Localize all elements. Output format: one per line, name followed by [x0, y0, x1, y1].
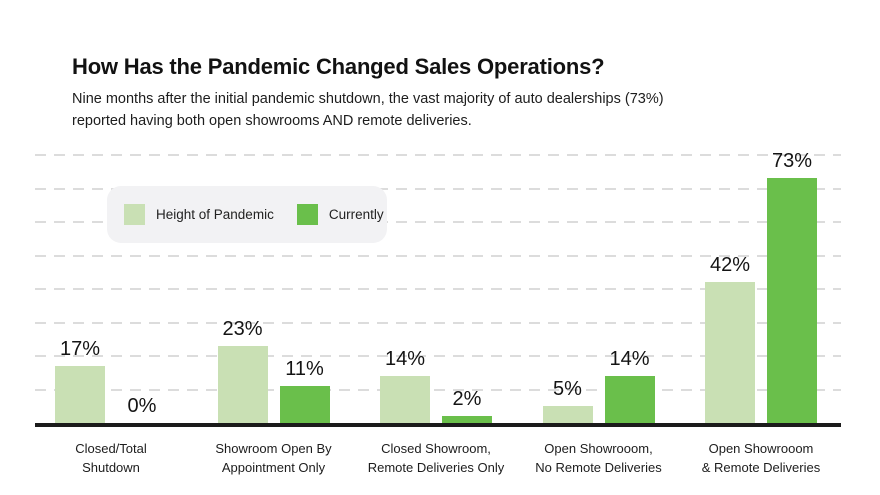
bar-value-label: 14% [384, 348, 426, 370]
category-label-slot: Closed/Total Shutdown [55, 439, 167, 479]
bar-value-label: 0% [127, 395, 157, 417]
category-labels: Closed/Total Shutdown Showroom Open By Ap… [35, 439, 841, 479]
gridline-10pct [35, 388, 841, 391]
bar-column-currently: 11% [279, 358, 330, 423]
bar-column-currently: 14% [604, 348, 655, 423]
category-label: Showroom Open By Appointment Only [215, 441, 332, 475]
bar-value-label: 73% [771, 150, 813, 172]
category-label: Closed/Total Shutdown [75, 441, 147, 475]
bar-height-of-pandemic [55, 366, 105, 423]
category-label-slot: Showroom Open By Appointment Only [215, 439, 331, 479]
category-label-slot: Open Showrooom, No Remote Deliveries [535, 439, 661, 479]
category-label: Open Showrooom, No Remote Deliveries [535, 441, 662, 475]
bar-value-label: 2% [452, 388, 482, 410]
bar-height-of-pandemic [217, 346, 268, 423]
bar-column-height-of-pandemic: 17% [55, 338, 105, 423]
bar-height-of-pandemic [380, 376, 430, 423]
bar-column-currently: 73% [767, 150, 817, 423]
category-label-slot: Closed Showroom, Remote Deliveries Only [368, 439, 505, 479]
category-label-slot: Open Showrooom & Remote Deliveries [702, 439, 821, 479]
bar-currently [442, 416, 492, 423]
page-subtitle: Nine months after the initial pandemic s… [72, 91, 664, 129]
gridline-30pct [35, 321, 841, 324]
legend-label-currently: Currently [328, 207, 384, 222]
gridline-60pct [35, 221, 841, 223]
category-label: Closed Showroom, Remote Deliveries Only [367, 441, 505, 475]
gridline-70pct [35, 187, 841, 190]
bar-group-2: 23% 11% [217, 318, 330, 423]
bar-group-4: 5% 14% [542, 348, 655, 423]
legend-item-currently: Currently [296, 204, 384, 225]
legend-swatch-currently-icon [296, 204, 318, 225]
bar-currently [279, 386, 330, 423]
legend-swatch-height-of-pandemic-icon [124, 204, 145, 225]
legend: Height of Pandemic Currently [107, 186, 387, 243]
bar-value-label: 5% [553, 378, 582, 400]
plot-area: 17% 0% 23% 11% 14% 2% 5% 14% 42% 73% [35, 150, 841, 423]
bar-group-3: 14% 2% [380, 348, 492, 423]
bar-column-height-of-pandemic: 14% [380, 348, 430, 423]
bar-height-of-pandemic [705, 282, 755, 423]
bar-group-1: 17% 0% [55, 338, 167, 423]
bar-value-label: 11% [285, 358, 324, 380]
bar-value-label: 42% [709, 254, 751, 276]
legend-label-height-of-pandemic: Height of Pandemic [156, 207, 274, 222]
gridline-80pct [35, 154, 841, 156]
bar-column-currently: 2% [442, 388, 492, 423]
legend-item-height-of-pandemic: Height of Pandemic [124, 204, 274, 225]
gridline-40pct [35, 288, 841, 290]
bar-value-label: 14% [609, 348, 650, 370]
bar-column-height-of-pandemic: 23% [217, 318, 268, 423]
bar-column-height-of-pandemic: 5% [542, 378, 593, 423]
category-label: Open Showrooom & Remote Deliveries [701, 441, 821, 475]
bar-column-currently: 0% [117, 395, 167, 423]
bar-group-5: 42% 73% [705, 150, 817, 423]
gridline-20pct [35, 355, 841, 357]
bar-height-of-pandemic [542, 406, 593, 423]
bar-currently [767, 178, 817, 423]
bar-groups: 17% 0% 23% 11% 14% 2% 5% 14% 42% 73% [35, 150, 841, 423]
bar-value-label: 17% [59, 338, 101, 360]
bar-value-label: 23% [222, 318, 263, 340]
bar-column-height-of-pandemic: 42% [705, 254, 755, 423]
page-title: How Has the Pandemic Changed Sales Opera… [72, 54, 605, 79]
bar-currently [604, 376, 655, 423]
x-axis-line [35, 423, 841, 427]
gridline-50pct [35, 254, 841, 257]
